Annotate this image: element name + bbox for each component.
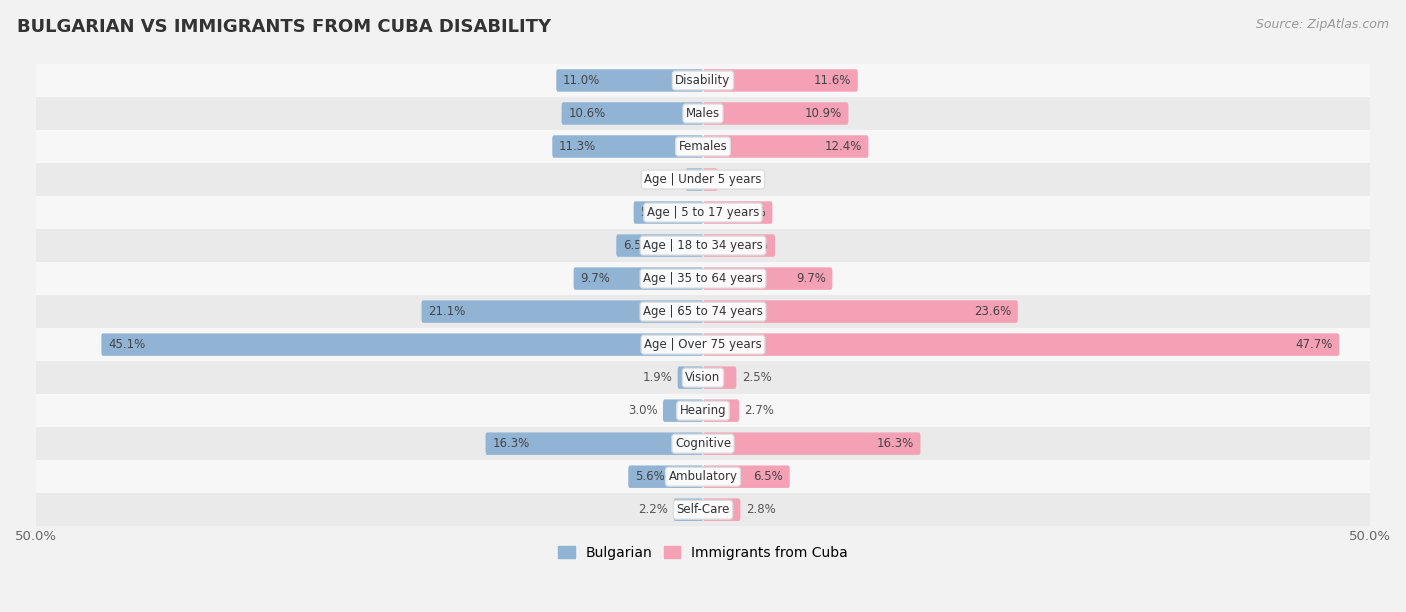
- FancyBboxPatch shape: [703, 135, 869, 158]
- FancyBboxPatch shape: [101, 334, 703, 356]
- Text: Disability: Disability: [675, 74, 731, 87]
- Text: 2.2%: 2.2%: [638, 503, 668, 516]
- Bar: [37, 427, 1369, 460]
- Text: Self-Care: Self-Care: [676, 503, 730, 516]
- FancyBboxPatch shape: [634, 201, 703, 224]
- Text: Vision: Vision: [685, 371, 721, 384]
- FancyBboxPatch shape: [616, 234, 703, 257]
- Text: 11.3%: 11.3%: [560, 140, 596, 153]
- Text: Ambulatory: Ambulatory: [668, 470, 738, 483]
- FancyBboxPatch shape: [703, 267, 832, 290]
- FancyBboxPatch shape: [557, 69, 703, 92]
- FancyBboxPatch shape: [664, 400, 703, 422]
- Text: 12.4%: 12.4%: [824, 140, 862, 153]
- Bar: [37, 97, 1369, 130]
- Bar: [37, 394, 1369, 427]
- FancyBboxPatch shape: [703, 201, 772, 224]
- FancyBboxPatch shape: [703, 234, 775, 257]
- FancyBboxPatch shape: [553, 135, 703, 158]
- FancyBboxPatch shape: [703, 300, 1018, 323]
- FancyBboxPatch shape: [628, 466, 703, 488]
- Text: Age | 65 to 74 years: Age | 65 to 74 years: [643, 305, 763, 318]
- Text: 21.1%: 21.1%: [429, 305, 465, 318]
- Bar: [37, 493, 1369, 526]
- FancyBboxPatch shape: [703, 400, 740, 422]
- Text: 1.3%: 1.3%: [651, 173, 681, 186]
- Text: 5.4%: 5.4%: [738, 239, 768, 252]
- Bar: [37, 130, 1369, 163]
- Text: Cognitive: Cognitive: [675, 437, 731, 450]
- Text: Age | 18 to 34 years: Age | 18 to 34 years: [643, 239, 763, 252]
- FancyBboxPatch shape: [422, 300, 703, 323]
- Text: Age | Over 75 years: Age | Over 75 years: [644, 338, 762, 351]
- FancyBboxPatch shape: [703, 499, 741, 521]
- Text: 2.8%: 2.8%: [745, 503, 776, 516]
- Bar: [37, 262, 1369, 295]
- Text: 47.7%: 47.7%: [1295, 338, 1333, 351]
- Text: 16.3%: 16.3%: [492, 437, 530, 450]
- Text: 6.5%: 6.5%: [754, 470, 783, 483]
- Text: 45.1%: 45.1%: [108, 338, 145, 351]
- Bar: [37, 460, 1369, 493]
- FancyBboxPatch shape: [703, 69, 858, 92]
- FancyBboxPatch shape: [678, 367, 703, 389]
- Legend: Bulgarian, Immigrants from Cuba: Bulgarian, Immigrants from Cuba: [553, 540, 853, 565]
- Bar: [37, 361, 1369, 394]
- FancyBboxPatch shape: [703, 102, 848, 125]
- Bar: [37, 163, 1369, 196]
- Text: Females: Females: [679, 140, 727, 153]
- Bar: [37, 295, 1369, 328]
- Text: 9.7%: 9.7%: [796, 272, 825, 285]
- Text: 5.2%: 5.2%: [640, 206, 671, 219]
- Text: 1.9%: 1.9%: [643, 371, 672, 384]
- Bar: [37, 328, 1369, 361]
- Text: 9.7%: 9.7%: [581, 272, 610, 285]
- Text: Age | 5 to 17 years: Age | 5 to 17 years: [647, 206, 759, 219]
- FancyBboxPatch shape: [703, 433, 921, 455]
- FancyBboxPatch shape: [561, 102, 703, 125]
- Bar: [37, 196, 1369, 229]
- FancyBboxPatch shape: [485, 433, 703, 455]
- Text: Age | Under 5 years: Age | Under 5 years: [644, 173, 762, 186]
- Text: Age | 35 to 64 years: Age | 35 to 64 years: [643, 272, 763, 285]
- Text: Hearing: Hearing: [679, 404, 727, 417]
- Text: 2.7%: 2.7%: [744, 404, 775, 417]
- Text: Source: ZipAtlas.com: Source: ZipAtlas.com: [1256, 18, 1389, 31]
- Text: 2.5%: 2.5%: [742, 371, 772, 384]
- Text: 23.6%: 23.6%: [974, 305, 1011, 318]
- Text: 10.6%: 10.6%: [568, 107, 606, 120]
- Text: 11.0%: 11.0%: [562, 74, 600, 87]
- Text: 5.2%: 5.2%: [735, 206, 766, 219]
- Text: Males: Males: [686, 107, 720, 120]
- Text: BULGARIAN VS IMMIGRANTS FROM CUBA DISABILITY: BULGARIAN VS IMMIGRANTS FROM CUBA DISABI…: [17, 18, 551, 36]
- FancyBboxPatch shape: [703, 334, 1340, 356]
- Bar: [37, 229, 1369, 262]
- FancyBboxPatch shape: [703, 168, 717, 191]
- Text: 10.9%: 10.9%: [804, 107, 842, 120]
- Text: 11.6%: 11.6%: [814, 74, 851, 87]
- FancyBboxPatch shape: [673, 499, 703, 521]
- FancyBboxPatch shape: [686, 168, 703, 191]
- Text: 6.5%: 6.5%: [623, 239, 652, 252]
- FancyBboxPatch shape: [574, 267, 703, 290]
- FancyBboxPatch shape: [703, 466, 790, 488]
- Text: 5.6%: 5.6%: [636, 470, 665, 483]
- FancyBboxPatch shape: [703, 367, 737, 389]
- Text: 3.0%: 3.0%: [628, 404, 658, 417]
- Text: 16.3%: 16.3%: [876, 437, 914, 450]
- Text: 1.1%: 1.1%: [723, 173, 752, 186]
- Bar: [37, 64, 1369, 97]
